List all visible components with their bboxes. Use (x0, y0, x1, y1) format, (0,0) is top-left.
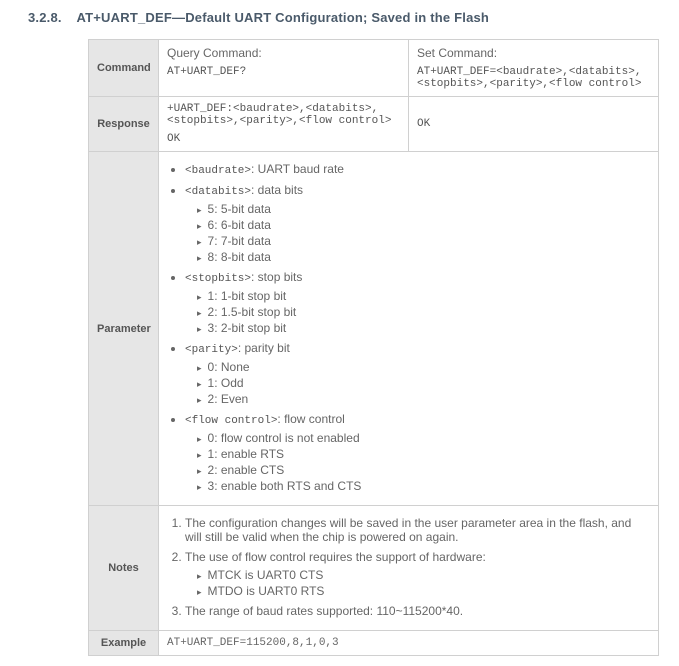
query-command-text: AT+UART_DEF? (167, 66, 400, 78)
set-response-text: OK (417, 118, 650, 130)
parameter-item: <databits>: data bits 5: 5-bit data 6: 6-b… (185, 183, 650, 264)
parameter-desc: : stop bits (251, 270, 302, 284)
parameter-sub-item: 0: None (197, 360, 650, 374)
cell-query-response: +UART_DEF:<baudrate>,<databits>,<stopbit… (159, 97, 409, 152)
row-label-command: Command (89, 40, 159, 97)
row-label-example: Example (89, 631, 159, 656)
parameter-term: <databits> (185, 186, 251, 198)
cell-set-command: Set Command: AT+UART_DEF=<baudrate>,<dat… (409, 40, 659, 97)
parameter-list: <baudrate>: UART baud rate<databits>: da… (185, 162, 650, 493)
note-sub-item: MTDO is UART0 RTS (197, 584, 650, 598)
note-item: The use of flow control requires the sup… (185, 550, 650, 598)
parameter-desc: : UART baud rate (251, 162, 344, 176)
parameter-term: <stopbits> (185, 273, 251, 285)
parameter-sub-list: 0: flow control is not enabled 1: enable … (197, 431, 650, 493)
note-item: The configuration changes will be saved … (185, 516, 650, 544)
query-response-line2: OK (167, 133, 400, 145)
parameter-sub-item: 5: 5-bit data (197, 202, 650, 216)
parameter-sub-item: 3: 2-bit stop bit (197, 321, 650, 335)
parameter-item: <parity>: parity bit 0: None 1: Odd 2: Even (185, 341, 650, 406)
table-row: Parameter <baudrate>: UART baud rate<dat… (89, 152, 659, 506)
table-row: Notes The configuration changes will be … (89, 506, 659, 631)
parameter-sub-item: 2: 1.5-bit stop bit (197, 305, 650, 319)
section-heading: 3.2.8. AT+UART_DEF—Default UART Configur… (28, 10, 669, 25)
cell-notes: The configuration changes will be saved … (159, 506, 659, 631)
cell-set-response: OK (409, 97, 659, 152)
parameter-sub-item: 3: enable both RTS and CTS (197, 479, 650, 493)
table-row: Command Query Command: AT+UART_DEF? Set … (89, 40, 659, 97)
parameter-sub-item: 0: flow control is not enabled (197, 431, 650, 445)
note-item: The range of baud rates supported: 110~1… (185, 604, 650, 618)
set-command-text: AT+UART_DEF=<baudrate>,<databits>,<stopb… (417, 66, 650, 90)
parameter-item: <baudrate>: UART baud rate (185, 162, 650, 177)
parameter-sub-item: 1: enable RTS (197, 447, 650, 461)
table-row: Response +UART_DEF:<baudrate>,<databits>… (89, 97, 659, 152)
notes-list: The configuration changes will be saved … (185, 516, 650, 618)
parameter-sub-item: 6: 6-bit data (197, 218, 650, 232)
command-reference-table: Command Query Command: AT+UART_DEF? Set … (88, 39, 659, 656)
note-text: The use of flow control requires the sup… (185, 550, 486, 564)
query-response-line1: +UART_DEF:<baudrate>,<databits>,<stopbit… (167, 103, 400, 127)
row-label-parameter: Parameter (89, 152, 159, 506)
row-label-response: Response (89, 97, 159, 152)
note-sub-list: MTCK is UART0 CTS MTDO is UART0 RTS (197, 568, 650, 598)
set-command-label: Set Command: (417, 46, 650, 60)
parameter-item: <flow control>: flow control 0: flow cont… (185, 412, 650, 493)
parameter-sub-list: 1: 1-bit stop bit 2: 1.5-bit stop bit 3: 2… (197, 289, 650, 335)
parameter-term: <flow control> (185, 415, 277, 427)
note-sub-item: MTCK is UART0 CTS (197, 568, 650, 582)
parameter-term: <baudrate> (185, 165, 251, 177)
section-title-text: AT+UART_DEF—Default UART Configuration; … (77, 10, 490, 25)
parameter-desc: : parity bit (238, 341, 290, 355)
cell-query-command: Query Command: AT+UART_DEF? (159, 40, 409, 97)
parameter-sub-item: 2: Even (197, 392, 650, 406)
cell-example: AT+UART_DEF=115200,8,1,0,3 (159, 631, 659, 656)
parameter-desc: : flow control (277, 412, 344, 426)
parameter-sub-item: 1: Odd (197, 376, 650, 390)
parameter-sub-list: 0: None 1: Odd 2: Even (197, 360, 650, 406)
row-label-notes: Notes (89, 506, 159, 631)
section-number: 3.2.8. (28, 10, 62, 25)
parameter-sub-item: 1: 1-bit stop bit (197, 289, 650, 303)
parameter-sub-list: 5: 5-bit data 6: 6-bit data 7: 7-bit data 8… (197, 202, 650, 264)
parameter-item: <stopbits>: stop bits 1: 1-bit stop bit 2:… (185, 270, 650, 335)
parameter-sub-item: 2: enable CTS (197, 463, 650, 477)
parameter-sub-item: 8: 8-bit data (197, 250, 650, 264)
parameter-term: <parity> (185, 344, 238, 356)
parameter-desc: : data bits (251, 183, 303, 197)
query-command-label: Query Command: (167, 46, 400, 60)
table-row: Example AT+UART_DEF=115200,8,1,0,3 (89, 631, 659, 656)
cell-parameters: <baudrate>: UART baud rate<databits>: da… (159, 152, 659, 506)
parameter-sub-item: 7: 7-bit data (197, 234, 650, 248)
